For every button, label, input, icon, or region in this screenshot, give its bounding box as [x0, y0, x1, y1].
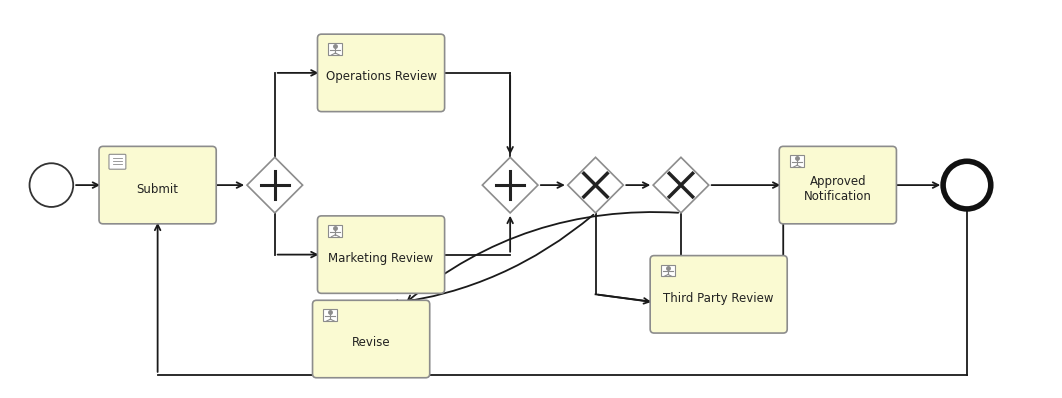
FancyBboxPatch shape — [790, 155, 804, 167]
FancyBboxPatch shape — [328, 43, 342, 55]
FancyBboxPatch shape — [99, 146, 217, 224]
Polygon shape — [482, 157, 538, 213]
Polygon shape — [568, 157, 623, 213]
Text: Revise: Revise — [352, 336, 391, 349]
FancyBboxPatch shape — [324, 309, 338, 321]
Text: Approved
Notification: Approved Notification — [804, 175, 872, 203]
FancyBboxPatch shape — [650, 256, 787, 333]
FancyBboxPatch shape — [328, 225, 342, 237]
FancyBboxPatch shape — [780, 146, 896, 224]
Text: Marketing Review: Marketing Review — [328, 252, 433, 265]
Text: Third Party Review: Third Party Review — [664, 292, 774, 305]
FancyBboxPatch shape — [312, 300, 430, 378]
FancyBboxPatch shape — [318, 216, 445, 293]
Text: Submit: Submit — [137, 183, 178, 195]
FancyBboxPatch shape — [109, 154, 126, 169]
Polygon shape — [653, 157, 708, 213]
Circle shape — [30, 163, 73, 207]
Text: Operations Review: Operations Review — [326, 70, 436, 83]
FancyBboxPatch shape — [661, 265, 675, 277]
FancyBboxPatch shape — [318, 34, 445, 111]
Circle shape — [943, 161, 991, 209]
Polygon shape — [247, 157, 303, 213]
